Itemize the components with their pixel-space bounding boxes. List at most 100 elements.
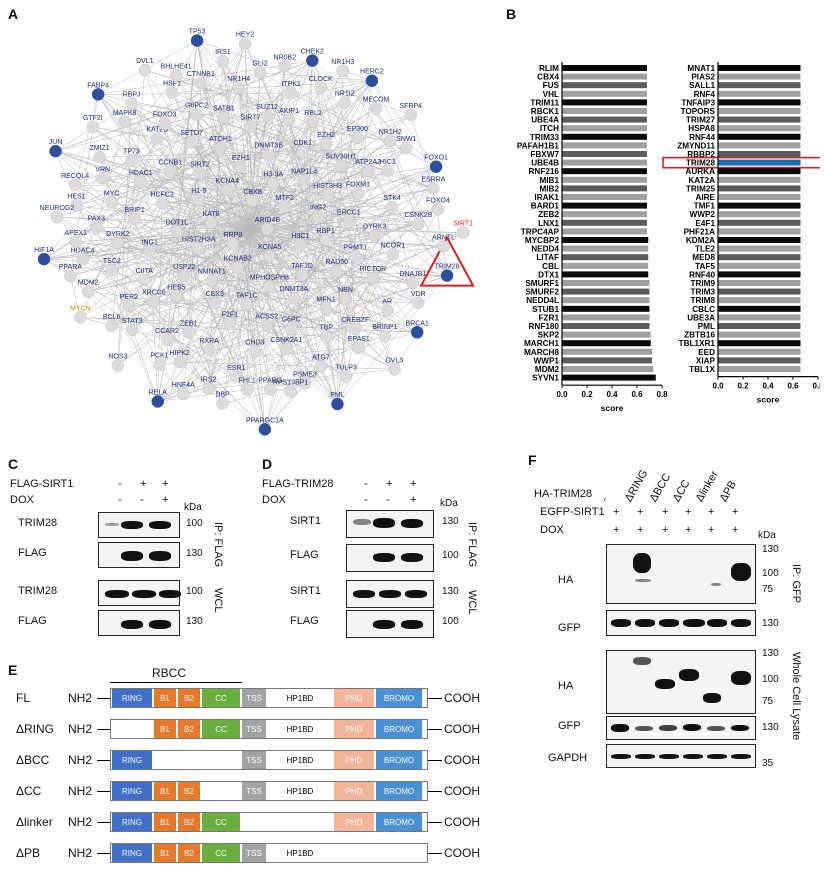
highlight-triangle [419, 235, 475, 287]
blot-band [659, 725, 677, 731]
network-node [69, 235, 83, 249]
bar-category-label: NEDD4 [531, 245, 559, 254]
blot-label: TRIM28 [18, 517, 58, 529]
linker-line [97, 698, 111, 699]
kda-label: kDa [184, 502, 202, 513]
network-node-label: RBL2 [304, 110, 322, 117]
blot-band [655, 679, 675, 689]
network-node-label: HCFC2 [150, 191, 173, 198]
network-node [37, 252, 51, 266]
bar-category-label: HSPA8 [688, 124, 715, 133]
blot-band [633, 657, 651, 665]
network-node [429, 160, 443, 173]
network-node [165, 86, 179, 99]
blot-band [149, 551, 171, 561]
network-node-label: RBPJ [123, 92, 141, 99]
network-node-label: AR [382, 299, 392, 306]
western-blot [606, 544, 756, 604]
blot-band [707, 619, 727, 627]
bar [718, 202, 801, 209]
domain-b1: B1 [154, 844, 176, 862]
rbcc-label: RBCC [152, 666, 187, 680]
network-node-label: H3-3A [263, 172, 283, 179]
bar [562, 219, 647, 226]
network-node [280, 342, 293, 356]
network-node-label: ITPK1 [282, 81, 302, 88]
network-node-label: MTF2 [276, 195, 294, 202]
network-node [431, 203, 445, 216]
domain-phd: PHD [334, 782, 374, 800]
network-node [306, 54, 319, 67]
network-node-label: SATB1 [213, 106, 235, 113]
panel-b-letter: B [506, 6, 517, 22]
bar-category-label: WWP2 [690, 210, 716, 219]
network-node [263, 280, 276, 293]
blot-band [353, 590, 375, 598]
bar-category-label: MARCH1 [524, 339, 559, 348]
bar-category-label: TBL1X [689, 365, 715, 374]
network-node [202, 343, 216, 357]
network-node-label: ATOH1 [209, 136, 232, 143]
lane-header: Δlinker [693, 468, 721, 504]
network-node [284, 385, 297, 398]
network-node-label: NMNAT1 [198, 269, 226, 276]
bar [562, 340, 651, 347]
panel-a-letter: A [8, 6, 19, 22]
network-node-label: SIRT2 [190, 161, 210, 168]
bar [718, 331, 801, 338]
network-node-label: BHLHE41 [161, 63, 192, 70]
bar [562, 194, 647, 200]
network-node [234, 160, 248, 174]
domain-b2: B2 [178, 844, 200, 862]
network-node [336, 64, 350, 78]
domain-ring: RING [112, 844, 152, 862]
kda-marker: 130 [762, 648, 779, 659]
network-node [240, 383, 254, 396]
network-node [412, 296, 425, 310]
linker-line [428, 822, 442, 823]
network-node-label: TBP [319, 325, 333, 332]
lane-sign: + [708, 506, 715, 518]
blot-band [679, 669, 699, 681]
kda-marker: 100 [762, 674, 779, 685]
cooh-label: COOH [444, 691, 480, 705]
western-blot [606, 610, 756, 636]
kda-marker: 75 [762, 584, 774, 595]
network-node [320, 330, 333, 343]
linker-line [97, 822, 111, 823]
bar [562, 314, 650, 321]
bar-category-label: PML [698, 322, 715, 331]
panel-d: FLAG-TRIM28 - + + DOX - - + kDa SIRT1 130 FLAG 100 SI… [254, 456, 514, 646]
blot-band [149, 620, 171, 629]
network-node [232, 81, 245, 95]
bar [562, 133, 647, 140]
bar-category-label: DTX1 [538, 270, 559, 279]
network-node-label: ATG7 [312, 354, 330, 361]
bar [718, 245, 801, 252]
linker-line [97, 853, 111, 854]
network-node [388, 363, 401, 376]
network-node [319, 137, 333, 151]
highlight-box [662, 156, 820, 169]
bar-category-label: NEDD4L [526, 296, 559, 305]
lane-sign: + [386, 478, 393, 490]
network-node [125, 97, 138, 110]
bar [562, 374, 656, 381]
linker-line [428, 853, 442, 854]
blot-band [373, 518, 395, 528]
network-node-label: DNMT3B [254, 143, 283, 150]
bar-category-label: RLIM [539, 64, 559, 73]
blot-band [401, 519, 423, 528]
network-node-label: ING2 [310, 205, 326, 212]
domain-tss: TSS [242, 720, 266, 738]
blot-band [635, 726, 653, 731]
network-node-label: MDM2 [78, 280, 99, 287]
bar [562, 245, 649, 252]
network-node [366, 271, 380, 285]
western-blot [98, 542, 180, 568]
bar [718, 305, 801, 312]
network-node [339, 370, 353, 383]
bar-category-label: AIRE [695, 193, 715, 202]
network-node [193, 167, 207, 180]
network-node-label: IRS1 [215, 49, 231, 56]
